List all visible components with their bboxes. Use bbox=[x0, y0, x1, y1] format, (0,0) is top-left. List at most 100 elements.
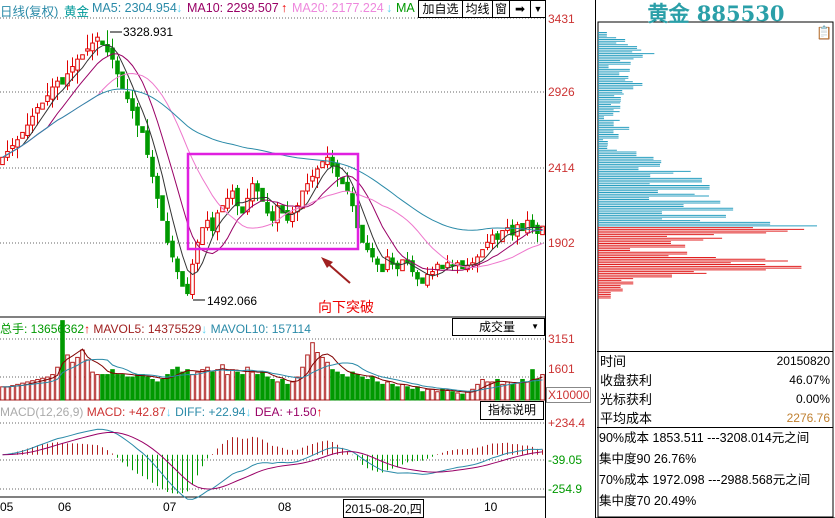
candle bbox=[165, 221, 170, 243]
dea-line bbox=[2, 431, 543, 490]
volume-bar bbox=[355, 374, 360, 401]
volume-bar bbox=[65, 354, 70, 401]
volume-header: 总手: 13656362↑ MAVOL5: 14375529↓ MAVOL10:… bbox=[0, 322, 311, 336]
volume-bar bbox=[90, 371, 95, 401]
volume-bar bbox=[265, 376, 270, 401]
info-value: 0.00% bbox=[795, 392, 830, 406]
volume-bar bbox=[185, 369, 190, 401]
volume-bar bbox=[245, 366, 250, 401]
candle bbox=[400, 259, 405, 272]
candle bbox=[20, 131, 25, 139]
arrow-right-icon[interactable]: ➡ bbox=[509, 0, 531, 18]
volume-bar bbox=[100, 374, 105, 401]
window-button[interactable]: 窗 bbox=[492, 0, 510, 18]
info-label: 时间 bbox=[600, 354, 627, 369]
candle bbox=[25, 124, 30, 137]
volume-bar bbox=[180, 371, 185, 401]
candle bbox=[15, 139, 20, 148]
candle bbox=[485, 241, 490, 248]
candle bbox=[225, 197, 230, 209]
add-watchlist-button[interactable]: 加自选 bbox=[418, 0, 463, 18]
candle bbox=[505, 227, 510, 232]
volume-bar bbox=[165, 374, 170, 401]
price-tick: 3431 bbox=[548, 12, 575, 26]
volume-bar bbox=[30, 380, 35, 401]
candle bbox=[75, 58, 80, 71]
candle bbox=[115, 60, 120, 75]
volume-bar bbox=[130, 376, 135, 401]
low-label: 1492.066 bbox=[207, 294, 258, 308]
candle bbox=[175, 258, 180, 273]
price-tick: 2926 bbox=[548, 85, 575, 99]
volume-bar bbox=[200, 369, 205, 401]
volume-bar bbox=[295, 376, 300, 401]
volume-bar bbox=[85, 359, 90, 401]
info-value: 20150820 bbox=[776, 354, 830, 368]
candle bbox=[185, 283, 190, 295]
candle bbox=[255, 183, 260, 192]
diff-value: DIFF: +22.94 bbox=[175, 405, 246, 419]
candle bbox=[480, 249, 485, 258]
total-volume: 总手: 13656362 bbox=[0, 322, 85, 336]
volume-bar bbox=[425, 388, 430, 401]
x-tick: 06 bbox=[58, 500, 72, 514]
candle bbox=[440, 264, 445, 270]
candle bbox=[150, 156, 155, 177]
candle bbox=[290, 212, 295, 223]
macd-label: MACD(12,26,9) bbox=[0, 405, 84, 419]
info-row: 收盘获利 46.07% bbox=[597, 371, 833, 390]
volume-bar bbox=[290, 381, 295, 401]
mavol10-line bbox=[2, 358, 543, 392]
candle bbox=[395, 262, 400, 270]
arrow-head bbox=[321, 257, 333, 268]
volume-bar bbox=[205, 366, 210, 401]
x-tick: 07 bbox=[163, 500, 177, 514]
candle bbox=[125, 91, 130, 100]
volume-bar bbox=[390, 383, 395, 401]
breakout-annotation: 向下突破 bbox=[318, 299, 374, 315]
candle bbox=[155, 175, 160, 199]
volume-bar bbox=[135, 374, 140, 401]
candle bbox=[140, 126, 145, 133]
indicator-selector[interactable]: 成交量 ▼ bbox=[452, 318, 545, 336]
volume-bar bbox=[325, 361, 330, 401]
volume-bar bbox=[490, 381, 495, 401]
volume-bar bbox=[110, 369, 115, 401]
volume-bar bbox=[515, 382, 520, 401]
volume-bar bbox=[260, 371, 265, 401]
macd-tick: -254.9 bbox=[548, 482, 583, 496]
candle bbox=[230, 190, 235, 199]
volume-bar bbox=[300, 366, 305, 401]
candle bbox=[415, 272, 420, 280]
indicator-help-button[interactable]: 指标说明 bbox=[480, 401, 544, 420]
candle bbox=[35, 107, 40, 114]
chip-settings-icon[interactable]: 📋 bbox=[816, 25, 833, 40]
candle bbox=[345, 181, 350, 192]
candle bbox=[370, 248, 375, 258]
candle bbox=[10, 145, 15, 150]
volume-bar bbox=[170, 369, 175, 401]
volume-bar bbox=[445, 390, 450, 401]
info-row: 时间 20150820 bbox=[597, 352, 833, 371]
candle bbox=[85, 48, 90, 52]
mavol5: MAVOL5: 14375529 bbox=[93, 322, 202, 336]
volume-bar bbox=[215, 369, 220, 401]
volume-bar bbox=[400, 383, 405, 401]
volume-bar bbox=[60, 320, 65, 401]
candle bbox=[430, 271, 435, 276]
volume-bar bbox=[140, 374, 145, 401]
chip-info-panel: 时间 20150820 收盘获利 46.07% 光标获利 0.00% 平均成本 2276… bbox=[597, 351, 833, 512]
candle bbox=[260, 187, 265, 202]
ma-button[interactable]: 均线 bbox=[462, 0, 493, 18]
candle bbox=[40, 102, 45, 110]
candle bbox=[520, 223, 525, 232]
volume-bar bbox=[460, 393, 465, 401]
volume-bar bbox=[440, 388, 445, 401]
volume-bar bbox=[20, 382, 25, 401]
macd-header: MACD(12,26,9) MACD: +42.87↓ DIFF: +22.94… bbox=[0, 405, 323, 419]
dropdown-icon[interactable]: ▼ bbox=[530, 0, 546, 18]
candle bbox=[0, 156, 5, 166]
volume-bar bbox=[210, 371, 215, 401]
candle bbox=[535, 224, 540, 235]
